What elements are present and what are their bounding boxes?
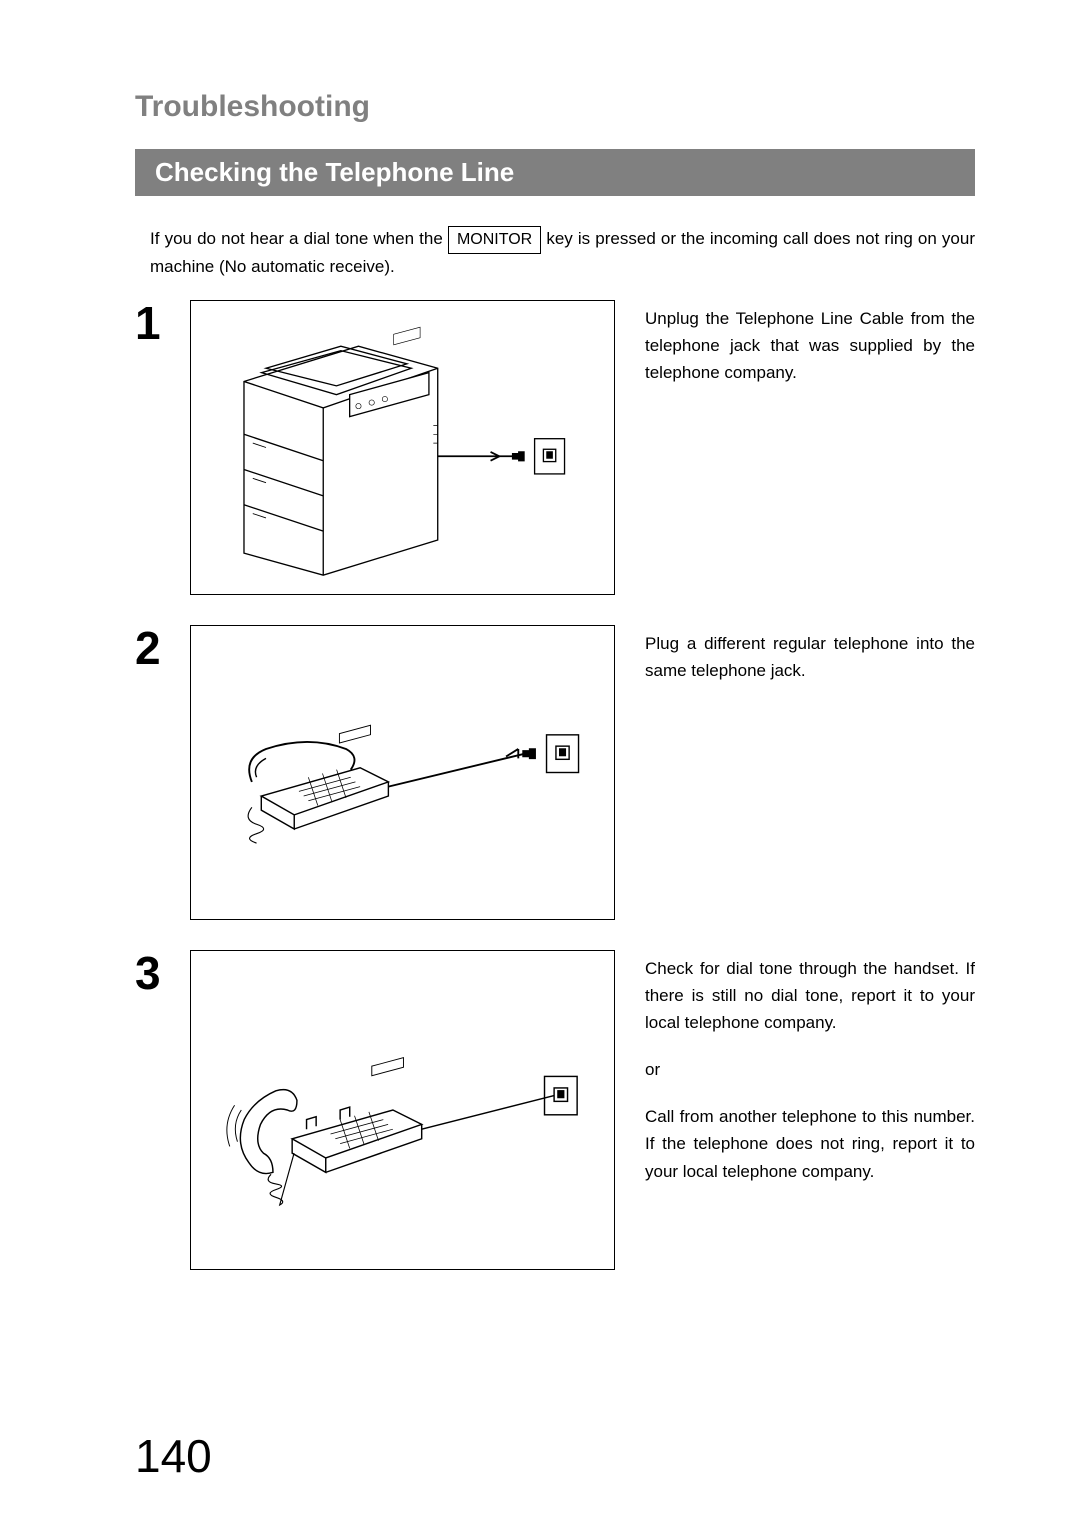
step-3-row: 3	[135, 950, 975, 1270]
step-1-figure	[190, 300, 615, 595]
step-1-paragraph: Unplug the Telephone Line Cable from the…	[645, 305, 975, 387]
step-2-number: 2	[135, 625, 190, 671]
step-3-number: 3	[135, 950, 190, 996]
page-number: 140	[135, 1429, 212, 1483]
monitor-key-label: MONITOR	[448, 226, 541, 254]
step-3-figure	[190, 950, 615, 1270]
step-1-number: 1	[135, 300, 190, 346]
fax-machine-icon	[201, 311, 604, 584]
step-1-text: Unplug the Telephone Line Cable from the…	[645, 300, 975, 407]
step-3-paragraph-1: Check for dial tone through the handset.…	[645, 955, 975, 1037]
step-2-paragraph: Plug a different regular telephone into …	[645, 630, 975, 684]
step-3-or: or	[645, 1056, 975, 1083]
step-2-text: Plug a different regular telephone into …	[645, 625, 975, 704]
step-3-text: Check for dial tone through the handset.…	[645, 950, 975, 1205]
intro-part1: If you do not hear a dial tone when the	[150, 229, 448, 248]
telephone-plug-icon	[201, 636, 604, 909]
step-1-row: 1	[135, 300, 975, 595]
step-2-row: 2	[135, 625, 975, 920]
subtitle-bar: Checking the Telephone Line	[135, 149, 975, 196]
step-3-paragraph-2: Call from another telephone to this numb…	[645, 1103, 975, 1185]
page-title: Troubleshooting	[135, 90, 975, 124]
telephone-handset-icon	[201, 961, 604, 1259]
intro-text: If you do not hear a dial tone when the …	[150, 226, 975, 280]
step-2-figure	[190, 625, 615, 920]
